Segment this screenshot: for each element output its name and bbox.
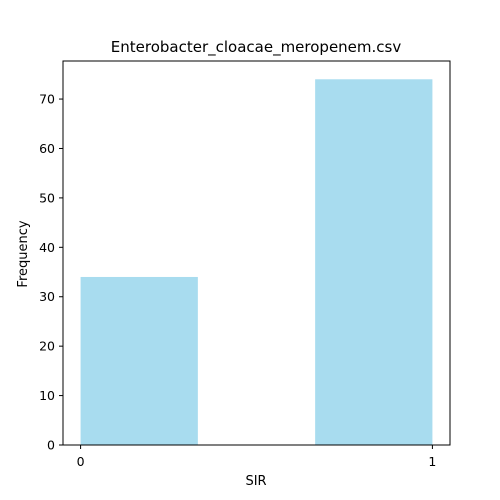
x-tick-label: 0 xyxy=(77,454,85,469)
y-tick-label: 30 xyxy=(39,289,55,304)
x-axis-label: SIR xyxy=(245,474,266,489)
y-tick-label: 10 xyxy=(39,388,55,403)
y-axis-ticks: 0 10 20 30 40 50 60 70 xyxy=(39,92,63,453)
x-tick-label: 1 xyxy=(428,454,436,469)
bars-group xyxy=(80,79,433,446)
y-tick-label: 50 xyxy=(39,190,55,205)
histogram-bar-2 xyxy=(315,79,433,446)
y-axis-label: Frequency xyxy=(16,220,31,287)
y-tick-label: 70 xyxy=(39,92,55,107)
chart-title: Enterobacter_cloacae_meropenem.csv xyxy=(111,38,402,57)
histogram-bar-0 xyxy=(80,276,198,445)
y-tick-label: 0 xyxy=(47,438,55,453)
y-tick-label: 60 xyxy=(39,141,55,156)
plot-area-frame xyxy=(62,60,451,446)
y-tick-label: 40 xyxy=(39,240,55,255)
y-tick-label: 20 xyxy=(39,339,55,354)
